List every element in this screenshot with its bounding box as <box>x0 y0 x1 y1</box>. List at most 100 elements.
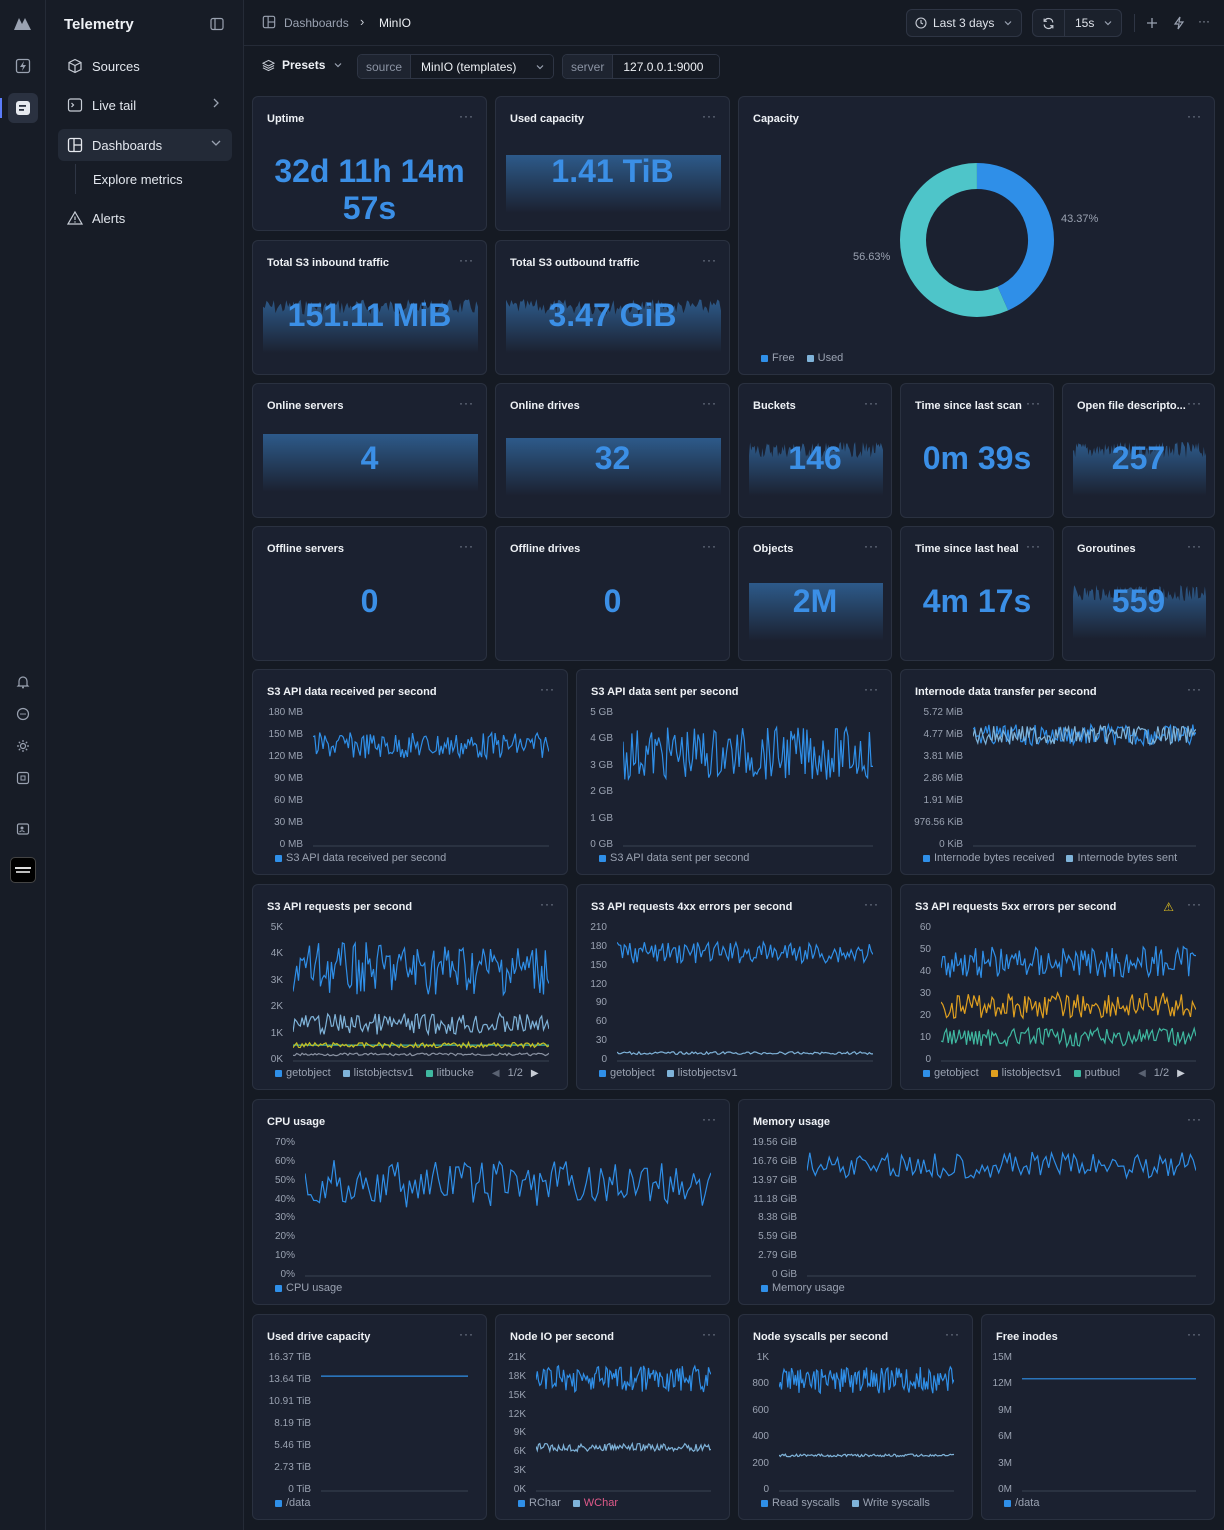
card-menu-icon[interactable]: ··· <box>1187 682 1202 696</box>
chevron-left-icon[interactable]: ◀ <box>1138 1067 1146 1079</box>
legend-item[interactable]: /data <box>275 1497 310 1509</box>
lightning-icon[interactable] <box>11 54 35 78</box>
card-menu-icon[interactable]: ··· <box>1187 1327 1202 1341</box>
card-menu-icon[interactable]: ··· <box>459 539 474 553</box>
sparkline-background <box>506 438 721 496</box>
legend-item[interactable]: S3 API data sent per second <box>599 852 749 864</box>
legend-item[interactable]: listobjectsv1 <box>666 1067 738 1079</box>
legend-item[interactable]: Read syscalls <box>761 1497 840 1509</box>
card-menu-icon[interactable]: ··· <box>1026 396 1041 410</box>
legend-pager[interactable]: ◀ 1/2 ▶ <box>1138 1067 1185 1079</box>
legend-item[interactable]: Memory usage <box>761 1282 845 1294</box>
legend-item[interactable]: getobject <box>599 1067 655 1079</box>
plus-icon[interactable] <box>1145 16 1159 30</box>
sidebar-item-sources[interactable]: Sources <box>58 50 232 82</box>
legend-item[interactable]: Free <box>761 352 795 364</box>
breadcrumb-root[interactable]: Dashboards <box>284 16 349 30</box>
warning-icon[interactable]: ⚠ <box>1163 900 1174 914</box>
card-menu-icon[interactable]: ··· <box>1187 897 1202 911</box>
legend-item[interactable]: listobjectsv1 <box>342 1067 414 1079</box>
legend-item[interactable]: getobject <box>275 1067 331 1079</box>
sparkline-background <box>263 434 478 492</box>
source-filter[interactable]: source MinIO (templates) <box>357 54 554 79</box>
card-menu-icon[interactable]: ··· <box>702 1112 717 1126</box>
more-icon[interactable]: ··· <box>1198 14 1210 28</box>
bell-icon[interactable] <box>11 670 35 694</box>
card-menu-icon[interactable]: ··· <box>459 109 474 123</box>
card-menu-icon[interactable]: ··· <box>459 396 474 410</box>
refresh-icon[interactable] <box>1033 10 1065 36</box>
axis-tick: 16.37 TiB <box>268 1352 311 1363</box>
legend-item[interactable]: Internode bytes received <box>923 852 1054 864</box>
card-menu-icon[interactable]: ··· <box>864 396 879 410</box>
legend-item[interactable]: Used <box>806 352 843 364</box>
logo-icon[interactable] <box>11 11 35 35</box>
card-menu-icon[interactable]: ··· <box>864 539 879 553</box>
sidebar-item-alerts[interactable]: Alerts <box>58 202 232 234</box>
legend-item[interactable]: Internode bytes sent <box>1066 852 1177 864</box>
card-menu-icon[interactable]: ··· <box>1187 109 1202 123</box>
card-menu-icon[interactable]: ··· <box>864 682 879 696</box>
legend-item[interactable]: WChar <box>572 1497 618 1509</box>
telemetry-icon[interactable] <box>8 93 38 123</box>
chevron-down-icon <box>1003 18 1013 28</box>
card-menu-icon[interactable]: ··· <box>540 897 555 911</box>
card-menu-icon[interactable]: ··· <box>702 1327 717 1341</box>
card-menu-icon[interactable]: ··· <box>702 539 717 553</box>
command-icon[interactable] <box>11 766 35 790</box>
card-menu-icon[interactable]: ··· <box>1187 539 1202 553</box>
legend-pager[interactable]: ◀ 1/2 ▶ <box>492 1067 539 1079</box>
legend-item[interactable]: /data <box>1004 1497 1039 1509</box>
collapse-sidebar-icon[interactable] <box>210 17 224 31</box>
card-menu-icon[interactable]: ··· <box>1187 396 1202 410</box>
legend-item[interactable]: RChar <box>518 1497 561 1509</box>
sidebar-item-dashboards[interactable]: Dashboards <box>58 129 232 161</box>
chart-plot <box>973 722 1196 847</box>
card-menu-icon[interactable]: ··· <box>702 253 717 267</box>
axis-tick: 20 <box>919 1010 931 1021</box>
presets-button[interactable]: Presets <box>262 58 343 72</box>
legend-item[interactable]: S3 API data received per second <box>275 852 446 864</box>
card-menu-icon[interactable]: ··· <box>459 253 474 267</box>
axis-tick: 60 <box>919 922 931 933</box>
sidebar-item-label: Sources <box>92 58 140 74</box>
card-menu-icon[interactable]: ··· <box>540 682 555 696</box>
stat-value: 2M <box>792 583 838 619</box>
legend-item[interactable]: getobject <box>923 1067 979 1079</box>
card-menu-icon[interactable]: ··· <box>1026 539 1041 553</box>
axis-tick: 120 MB <box>268 751 303 762</box>
legend-item[interactable]: Write syscalls <box>851 1497 930 1509</box>
chevron-left-icon[interactable]: ◀ <box>491 1067 500 1079</box>
legend-item[interactable]: litbucke <box>425 1067 474 1079</box>
card-menu-icon[interactable]: ··· <box>459 1327 474 1341</box>
stat-card-buckets: Buckets ··· 146 <box>738 383 892 518</box>
sidebar-item-live-tail[interactable]: Live tail <box>58 89 232 121</box>
avatar[interactable] <box>10 857 36 883</box>
legend-swatch <box>275 1069 282 1077</box>
axis-tick: 150 MB <box>268 729 303 740</box>
legend-label: S3 API data received per second <box>286 852 447 864</box>
legend-item[interactable]: listobjectsv1 <box>990 1067 1062 1079</box>
card-menu-icon[interactable]: ··· <box>702 109 717 123</box>
card-menu-icon[interactable]: ··· <box>702 396 717 410</box>
legend-item[interactable]: CPU usage <box>275 1282 342 1294</box>
axis-tick: 600 <box>752 1404 769 1416</box>
chevron-right-icon[interactable]: ▶ <box>530 1067 539 1079</box>
axis-tick: 0K <box>270 1054 283 1065</box>
stat-value: 0 <box>360 583 379 619</box>
legend-item[interactable]: putbucl <box>1073 1067 1120 1079</box>
card-menu-icon[interactable]: ··· <box>1187 1112 1202 1126</box>
chevron-right-icon[interactable]: ▶ <box>1177 1067 1185 1079</box>
card-menu-icon[interactable]: ··· <box>864 897 879 911</box>
server-filter[interactable]: server 127.0.0.1:9000 <box>562 54 720 79</box>
time-range-select[interactable]: Last 3 days <box>906 9 1022 37</box>
axis-tick: 5.46 TiB <box>274 1440 311 1451</box>
chat-icon[interactable] <box>11 702 35 726</box>
user-card-icon[interactable] <box>11 817 35 841</box>
axis-tick: 976.56 KiB <box>914 817 963 828</box>
sun-icon[interactable] <box>11 734 35 758</box>
refresh-control[interactable]: 15s <box>1032 9 1122 37</box>
lightning-icon[interactable] <box>1172 16 1186 30</box>
sidebar-item-explore-metrics[interactable]: Explore metrics <box>85 163 235 195</box>
card-menu-icon[interactable]: ··· <box>945 1327 960 1341</box>
